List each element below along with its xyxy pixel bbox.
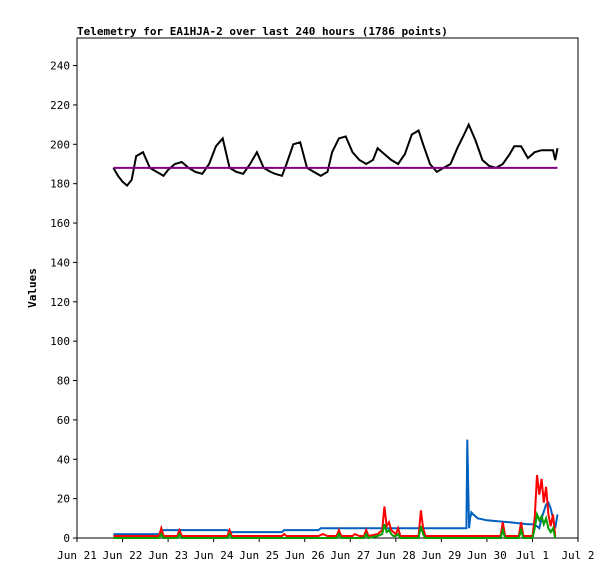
y-axis: 0 20 40 60 80 100 120 140 160 180 200 220 240 <box>50 60 77 545</box>
y-tick-label: 80 <box>57 375 70 388</box>
plot-frame <box>76 37 579 539</box>
x-tick-label: Jun 30 <box>467 549 507 562</box>
x-tick-label: Jun 23 <box>148 549 188 562</box>
x-tick-label: Jun 25 <box>239 549 279 562</box>
y-tick-label: 140 <box>50 256 70 269</box>
series-line-3 <box>113 439 559 536</box>
x-tick-label: Jul 1 <box>516 549 549 562</box>
x-tick-label: Jul 2 <box>561 549 594 562</box>
y-tick-label: 160 <box>50 217 70 230</box>
series-line-1 <box>112 122 559 188</box>
x-tick-label: Jun 26 <box>285 549 325 562</box>
chart-title: Telemetry for EA1HJA-2 over last 240 hou… <box>77 25 448 38</box>
y-tick-label: 60 <box>57 414 70 427</box>
x-tick-label: Jun 29 <box>421 549 461 562</box>
x-tick-label: Jun 22 <box>103 549 143 562</box>
x-tick-label: Jun 21 <box>57 549 97 562</box>
y-tick-label: 20 <box>57 493 70 506</box>
y-tick-label: 0 <box>63 532 70 545</box>
y-tick-label: 180 <box>50 178 70 191</box>
x-tick-label: Jun 27 <box>330 549 370 562</box>
x-tick-label: Jun 28 <box>376 549 416 562</box>
x-tick-label: Jun 24 <box>194 549 234 562</box>
y-axis-label: Values <box>26 268 39 308</box>
x-axis: Jun 21 Jun 22 Jun 23 Jun 24 Jun 25 Jun 26 Jun … <box>57 538 595 562</box>
y-tick-label: 220 <box>50 99 70 112</box>
y-tick-label: 100 <box>50 335 70 348</box>
series-line-4 <box>113 474 557 538</box>
y-tick-label: 200 <box>50 138 70 151</box>
y-tick-label: 40 <box>57 453 70 466</box>
y-tick-label: 240 <box>50 60 70 73</box>
series-line-5 <box>113 510 557 540</box>
y-tick-label: 120 <box>50 296 70 309</box>
series-group <box>112 122 559 540</box>
